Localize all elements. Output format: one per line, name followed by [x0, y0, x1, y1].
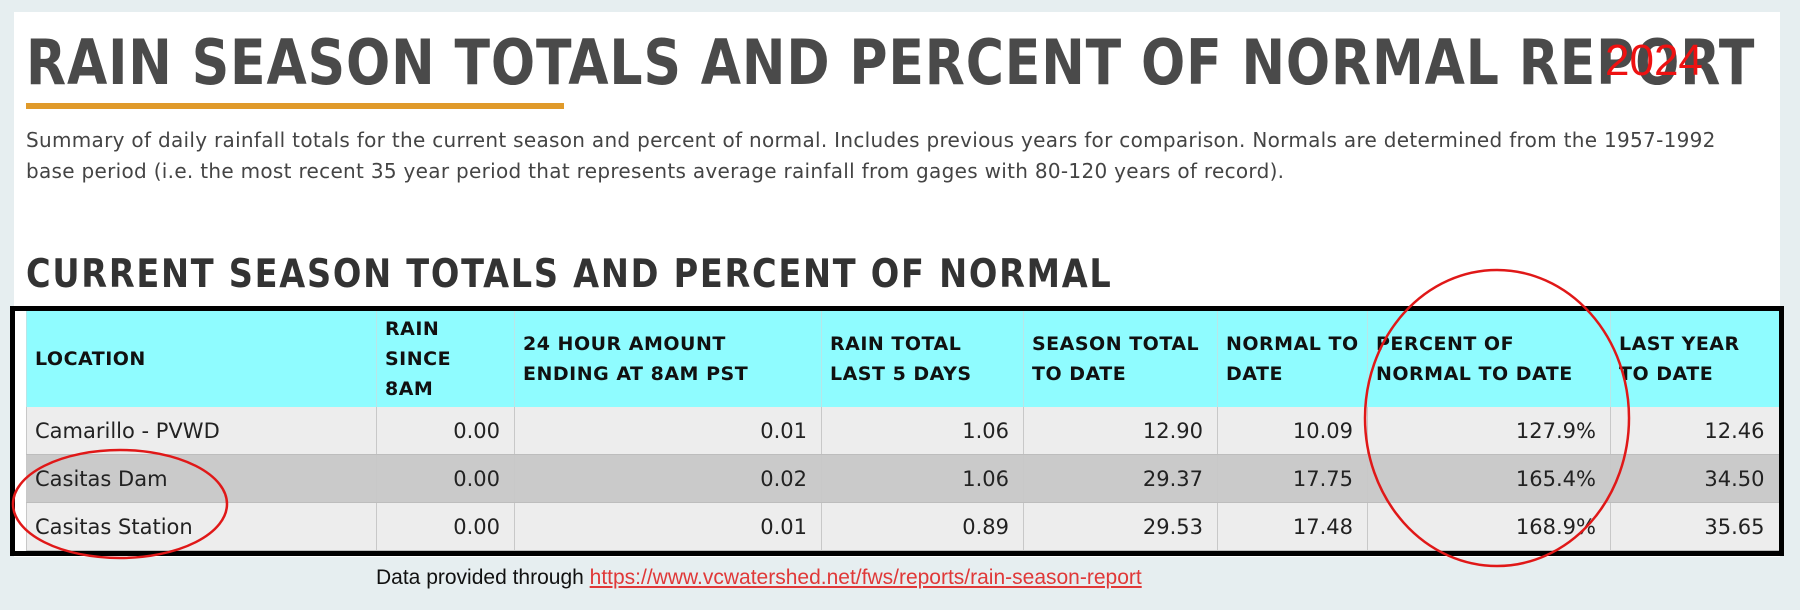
report-summary: Summary of daily rainfall totals for the… [26, 128, 1716, 183]
data-source-link[interactable]: https://www.vcwatershed.net/fws/reports/… [589, 566, 1142, 589]
column-header-24-hour-amount: 24 HOUR AMOUNT ENDING AT 8AM PST [514, 311, 822, 407]
table-row: Casitas Station 0.00 0.01 0.89 29.53 17.… [26, 502, 1779, 551]
cell-percent-of-normal: 127.9% [1367, 407, 1611, 455]
cell-percent-of-normal: 165.4% [1367, 454, 1611, 503]
cell-season-total: 29.37 [1023, 454, 1218, 503]
table-header-row: LOCATION RAIN SINCE 8AM 24 HOUR AMOUNT E… [26, 311, 1779, 407]
cell-normal-to-date: 17.48 [1217, 502, 1368, 551]
page-title: RAIN SEASON TOTALS AND PERCENT OF NORMAL… [26, 26, 1756, 99]
cell-location: Casitas Station [26, 502, 377, 551]
cell-last-year: 35.65 [1610, 502, 1779, 551]
footer-text: Data provided through [376, 566, 584, 589]
cell-location: Camarillo - PVWD [26, 407, 377, 455]
column-header-location: LOCATION [26, 311, 377, 407]
column-header-rain-since-8am: RAIN SINCE 8AM [376, 311, 515, 407]
section-title: CURRENT SEASON TOTALS AND PERCENT OF NOR… [26, 252, 1113, 297]
cell-rain-since-8am: 0.00 [376, 407, 515, 455]
cell-percent-of-normal: 168.9% [1367, 502, 1611, 551]
cell-normal-to-date: 10.09 [1217, 407, 1368, 455]
cell-normal-to-date: 17.75 [1217, 454, 1368, 503]
cell-rain-total-5-days: 1.06 [821, 454, 1024, 503]
cell-24-hour-amount: 0.01 [514, 407, 822, 455]
rain-totals-table: LOCATION RAIN SINCE 8AM 24 HOUR AMOUNT E… [26, 311, 1779, 551]
title-underline [26, 103, 564, 109]
cell-rain-since-8am: 0.00 [376, 454, 515, 503]
cell-rain-since-8am: 0.00 [376, 502, 515, 551]
cell-season-total: 12.90 [1023, 407, 1218, 455]
column-header-last-year: LAST YEAR TO DATE [1610, 311, 1779, 407]
cell-location: Casitas Dam [26, 454, 377, 503]
column-header-season-total: SEASON TOTAL TO DATE [1023, 311, 1218, 407]
column-header-normal-to-date: NORMAL TO DATE [1217, 311, 1368, 407]
cell-last-year: 34.50 [1610, 454, 1779, 503]
cell-24-hour-amount: 0.01 [514, 502, 822, 551]
year-label: 2024 [1605, 36, 1703, 85]
cell-rain-total-5-days: 1.06 [821, 407, 1024, 455]
cell-rain-total-5-days: 0.89 [821, 502, 1024, 551]
table-highlight-box: LOCATION RAIN SINCE 8AM 24 HOUR AMOUNT E… [10, 306, 1784, 556]
cell-24-hour-amount: 0.02 [514, 454, 822, 503]
cell-last-year: 12.46 [1610, 407, 1779, 455]
table-row: Camarillo - PVWD 0.00 0.01 1.06 12.90 10… [26, 407, 1779, 455]
cell-season-total: 29.53 [1023, 502, 1218, 551]
table-row: Casitas Dam 0.00 0.02 1.06 29.37 17.75 1… [26, 454, 1779, 503]
data-source-footer: Data provided through https://www.vcwate… [376, 566, 1142, 590]
column-header-rain-total-5-days: RAIN TOTAL LAST 5 DAYS [821, 311, 1024, 407]
column-header-percent-of-normal: PERCENT OF NORMAL TO DATE [1367, 311, 1611, 407]
